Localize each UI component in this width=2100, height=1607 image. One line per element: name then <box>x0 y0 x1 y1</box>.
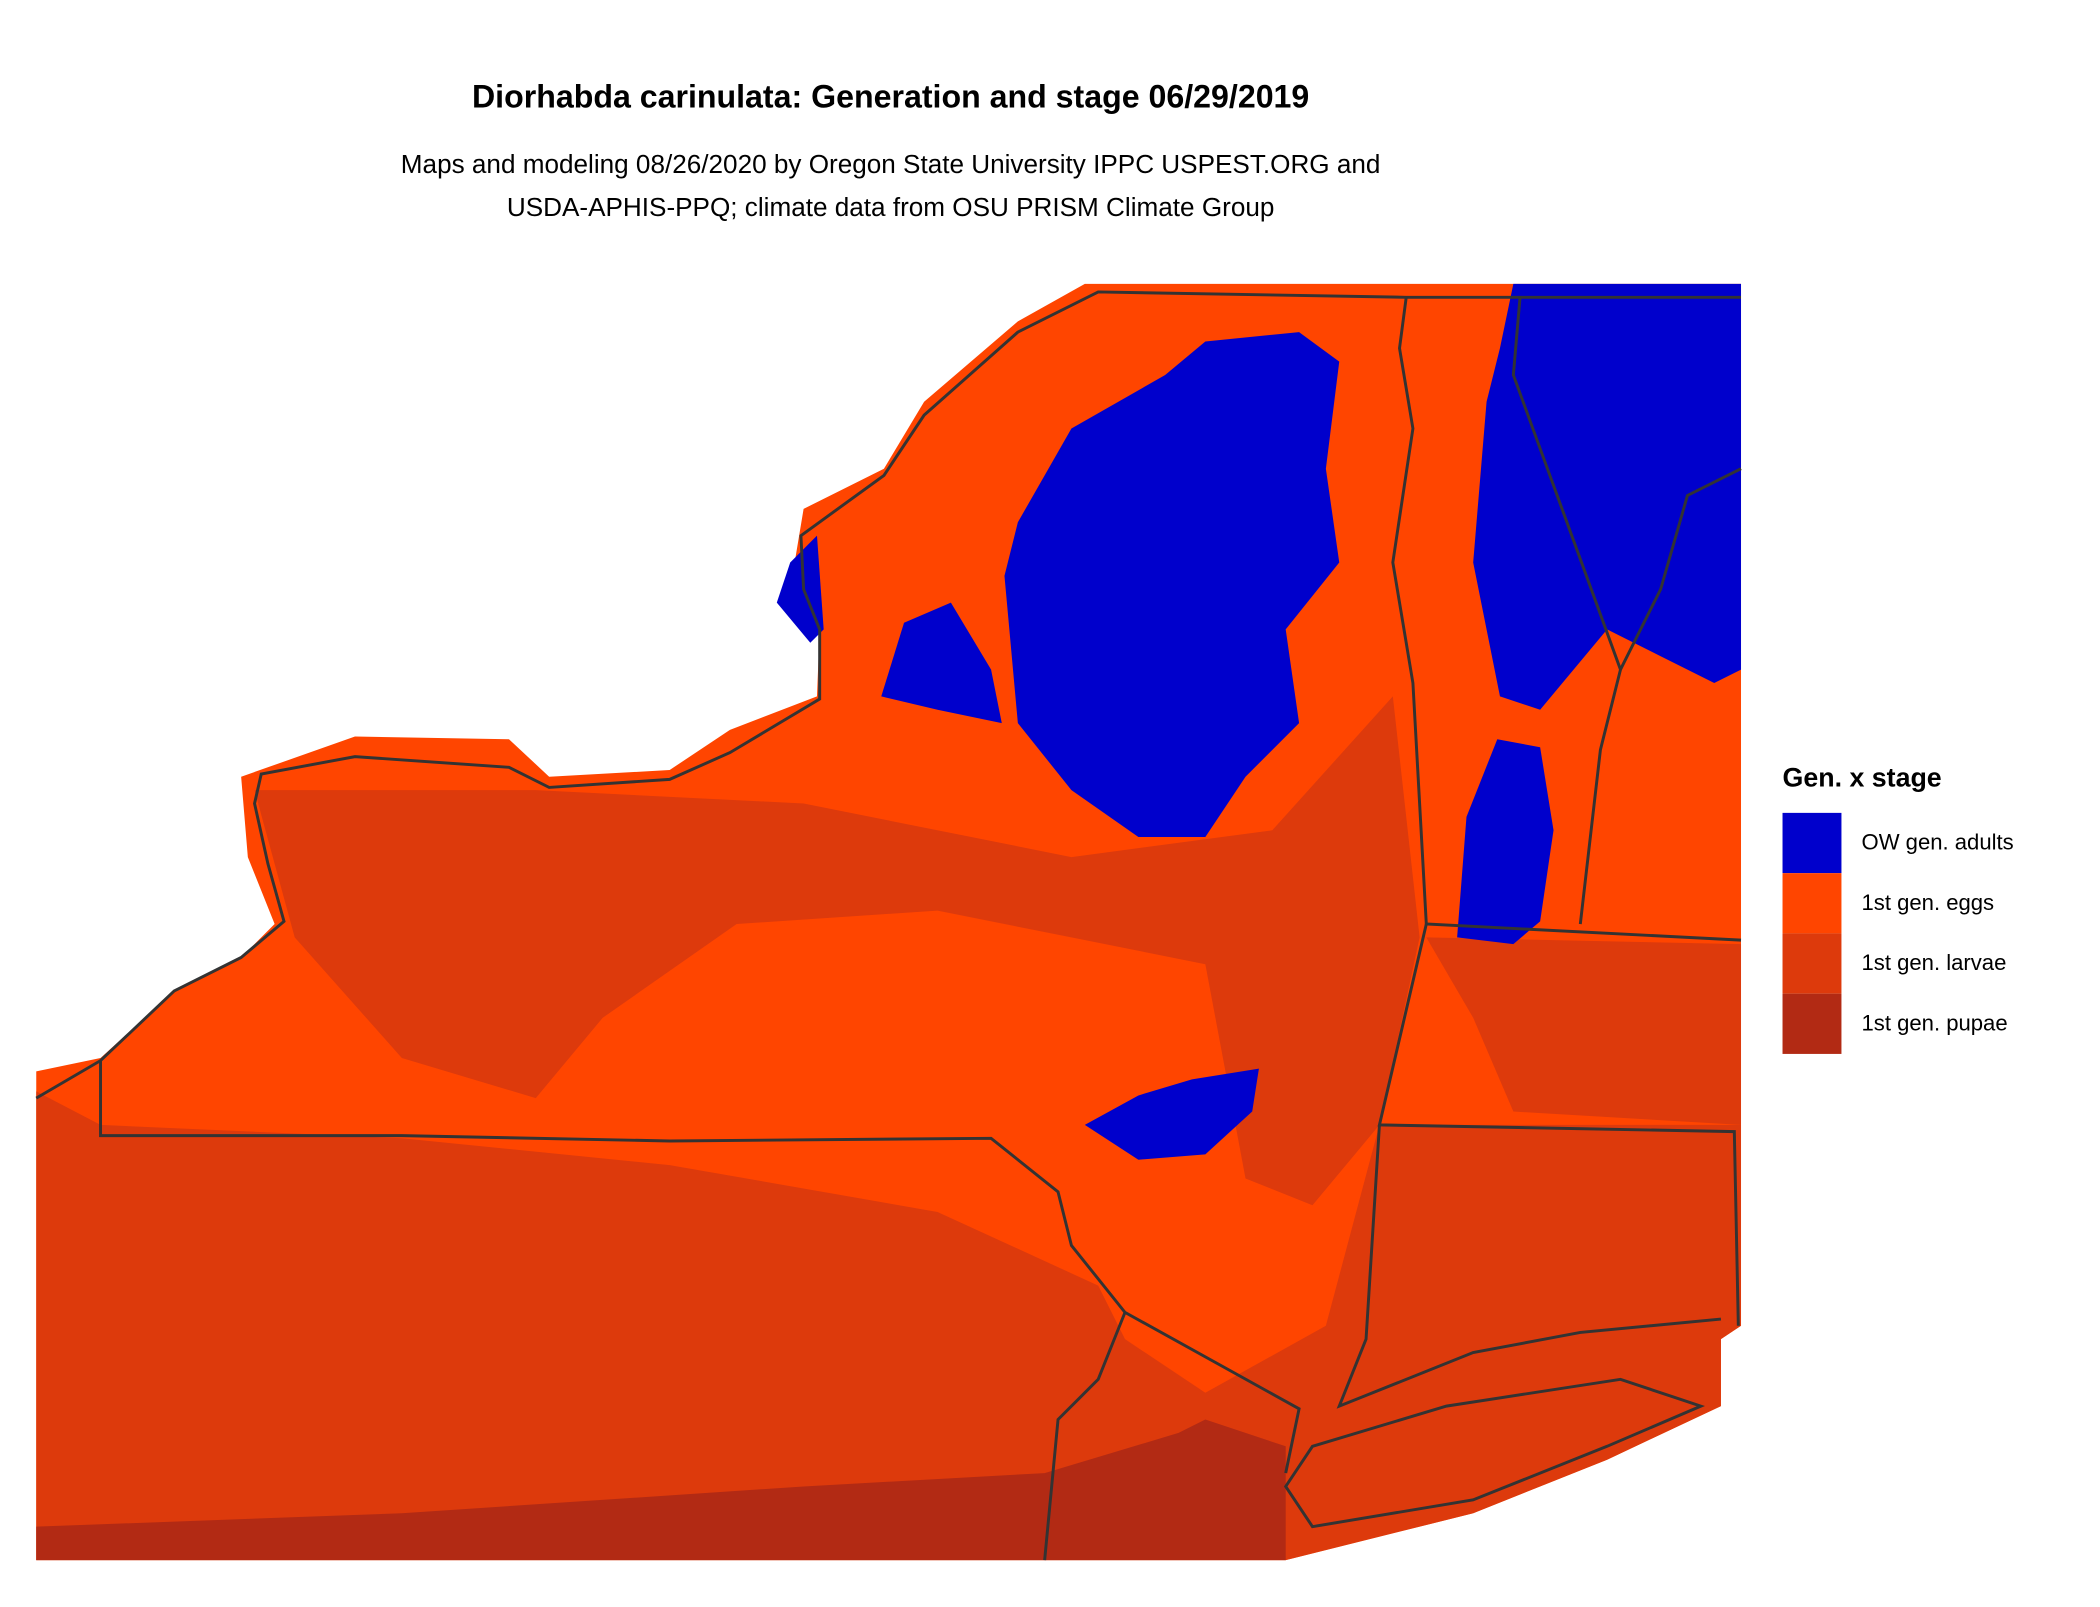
legend-label: 1st gen. pupae <box>1862 1010 2008 1035</box>
map-title: Diorhabda carinulata: Generation and sta… <box>472 79 1309 115</box>
region-adults <box>1473 283 1742 710</box>
border-line <box>35 290 1742 1100</box>
border-line <box>99 1060 1301 1474</box>
legend-swatch <box>1782 993 1842 1054</box>
region-larvae <box>36 1091 1742 1561</box>
borders <box>35 290 1742 1561</box>
map-subtitle: USDA-APHIS-PPQ; climate data from OSU PR… <box>507 192 1275 222</box>
region-adults <box>1004 332 1340 837</box>
region-larvae <box>1426 937 1742 1125</box>
region-adults <box>776 535 824 643</box>
region-pupae <box>36 1419 1286 1561</box>
map-area <box>36 283 1742 1561</box>
legend-swatch <box>1782 812 1842 874</box>
legend-swatch <box>1782 873 1842 934</box>
legend-label: 1st gen. larvae <box>1862 950 2007 975</box>
region-larvae <box>254 696 1420 1206</box>
legend: OW gen. adults 1st gen. eggs 1st gen. larv… <box>1782 812 2014 1054</box>
legend-title: Gen. x stage <box>1783 762 1942 792</box>
legend-label: 1st gen. eggs <box>1862 890 1995 915</box>
border-line <box>1377 923 1740 1326</box>
legend-label: OW gen. adults <box>1862 830 2014 855</box>
border-line <box>1043 1311 1127 1561</box>
border-line <box>1336 1124 1722 1409</box>
region-adults <box>1457 739 1554 945</box>
map-subtitle: Maps and modeling 08/26/2020 by Oregon S… <box>401 149 1381 179</box>
legend-swatch <box>1782 933 1842 994</box>
region-adults <box>881 602 1002 724</box>
border-line <box>1283 1377 1705 1529</box>
region-adults <box>1084 1068 1259 1160</box>
border-line <box>1619 467 1742 671</box>
